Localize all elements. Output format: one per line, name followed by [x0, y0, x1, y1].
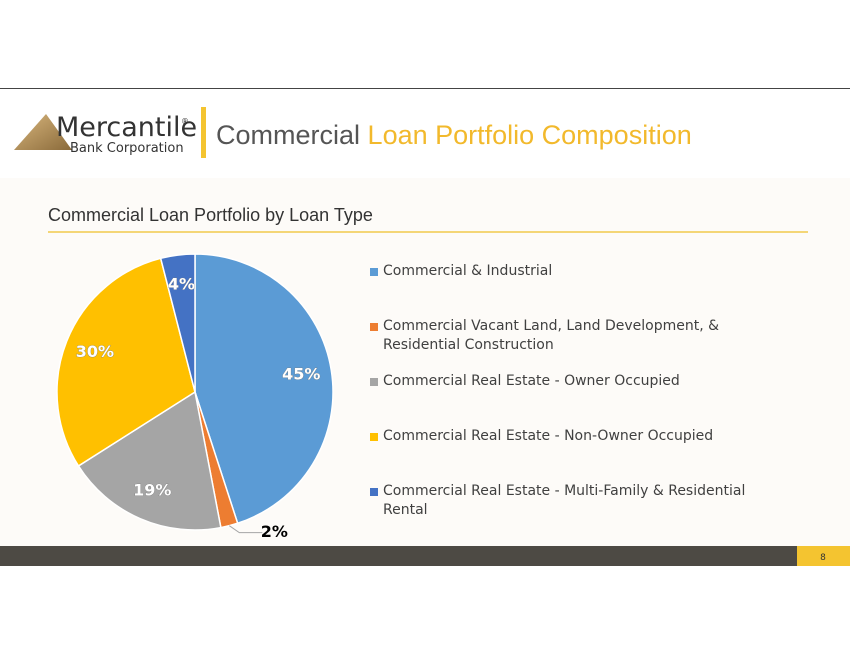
- logo-icon: [14, 114, 72, 150]
- legend-label: Commercial Real Estate - Non-Owner Occup…: [383, 428, 714, 444]
- logo-sub: Bank Corporation: [70, 141, 184, 156]
- legend-swatch: [370, 488, 378, 496]
- page-number: 8: [820, 553, 826, 563]
- pie-slice: [56, 257, 196, 467]
- footer-bar: [0, 546, 850, 566]
- data-label: 19%: [133, 480, 171, 499]
- pie-slice: [194, 253, 334, 525]
- slide-title: Commercial Loan Portfolio Composition: [216, 120, 692, 150]
- legend: Commercial & Industrial Commercial Vacant…: [370, 262, 790, 537]
- data-label: 45%: [282, 365, 320, 384]
- pie-slice: [159, 253, 196, 393]
- title-bar: [201, 107, 206, 158]
- pie-slice: [77, 390, 222, 531]
- logo-name: Mercantile: [56, 112, 197, 143]
- page-box: [797, 546, 850, 566]
- legend-swatch: [370, 323, 378, 331]
- legend-item: Commercial Vacant Land, Land Development…: [370, 317, 790, 372]
- title-part: Loan Portfolio Composition: [368, 120, 692, 150]
- legend-label: Commercial & Industrial: [383, 263, 553, 279]
- data-label: 30%: [76, 342, 114, 361]
- legend-label: Commercial Vacant Land, Land Development…: [383, 318, 720, 353]
- legend-label: Commercial Real Estate - Owner Occupied: [383, 373, 680, 389]
- data-label: 4%: [168, 275, 195, 294]
- logo-mark: ®: [181, 117, 189, 126]
- title-part: Commercial: [216, 120, 360, 150]
- legend-swatch: [370, 378, 378, 386]
- legend-item: Commercial Real Estate - Owner Occupied: [370, 372, 790, 427]
- chart-title: Commercial Loan Portfolio by Loan Type: [48, 205, 373, 225]
- legend-label: Commercial Real Estate - Multi-Family & …: [383, 483, 746, 518]
- legend-item: Commercial Real Estate - Multi-Family & …: [370, 482, 790, 537]
- pie: 45% 2% 19% 30% 4%: [56, 253, 334, 541]
- legend-item: Commercial & Industrial: [370, 262, 790, 317]
- legend-item: Commercial Real Estate - Non-Owner Occup…: [370, 427, 790, 482]
- data-label: 2%: [261, 522, 288, 541]
- legend-swatch: [370, 433, 378, 441]
- leader-line: [229, 525, 263, 534]
- legend-swatch: [370, 268, 378, 276]
